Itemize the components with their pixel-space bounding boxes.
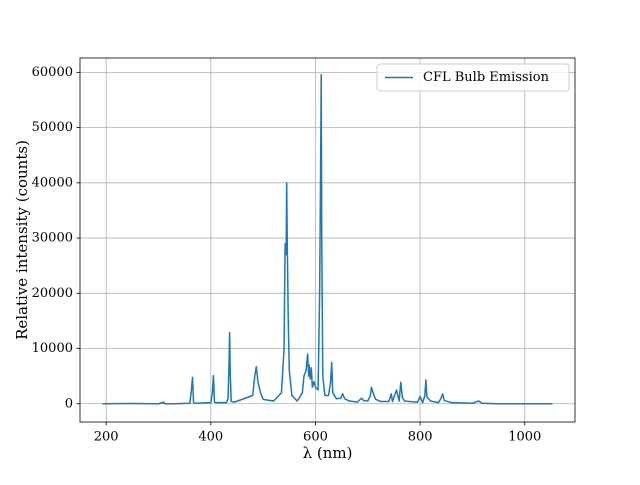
legend-label: CFL Bulb Emission [423,70,550,85]
y-tick-label: 40000 [32,175,73,190]
y-tick-label: 60000 [32,65,73,80]
x-tick-label: 1000 [508,430,541,445]
plot-frame [79,57,576,423]
x-tick-label: 800 [408,430,433,445]
x-tick-label: 600 [303,430,328,445]
y-axis-title: Relative intensity (counts) [13,140,31,340]
y-tick-label: 50000 [32,120,73,135]
x-tick-label: 200 [94,430,119,445]
y-tick-label: 10000 [32,341,73,356]
y-tick-label: 0 [65,396,73,411]
y-tick-label: 30000 [32,231,73,246]
x-axis-title: λ (nm) [303,444,353,462]
y-tick-label: 20000 [32,286,73,301]
x-tick-label: 400 [198,430,223,445]
legend-box [376,63,570,92]
data-line [102,73,553,405]
